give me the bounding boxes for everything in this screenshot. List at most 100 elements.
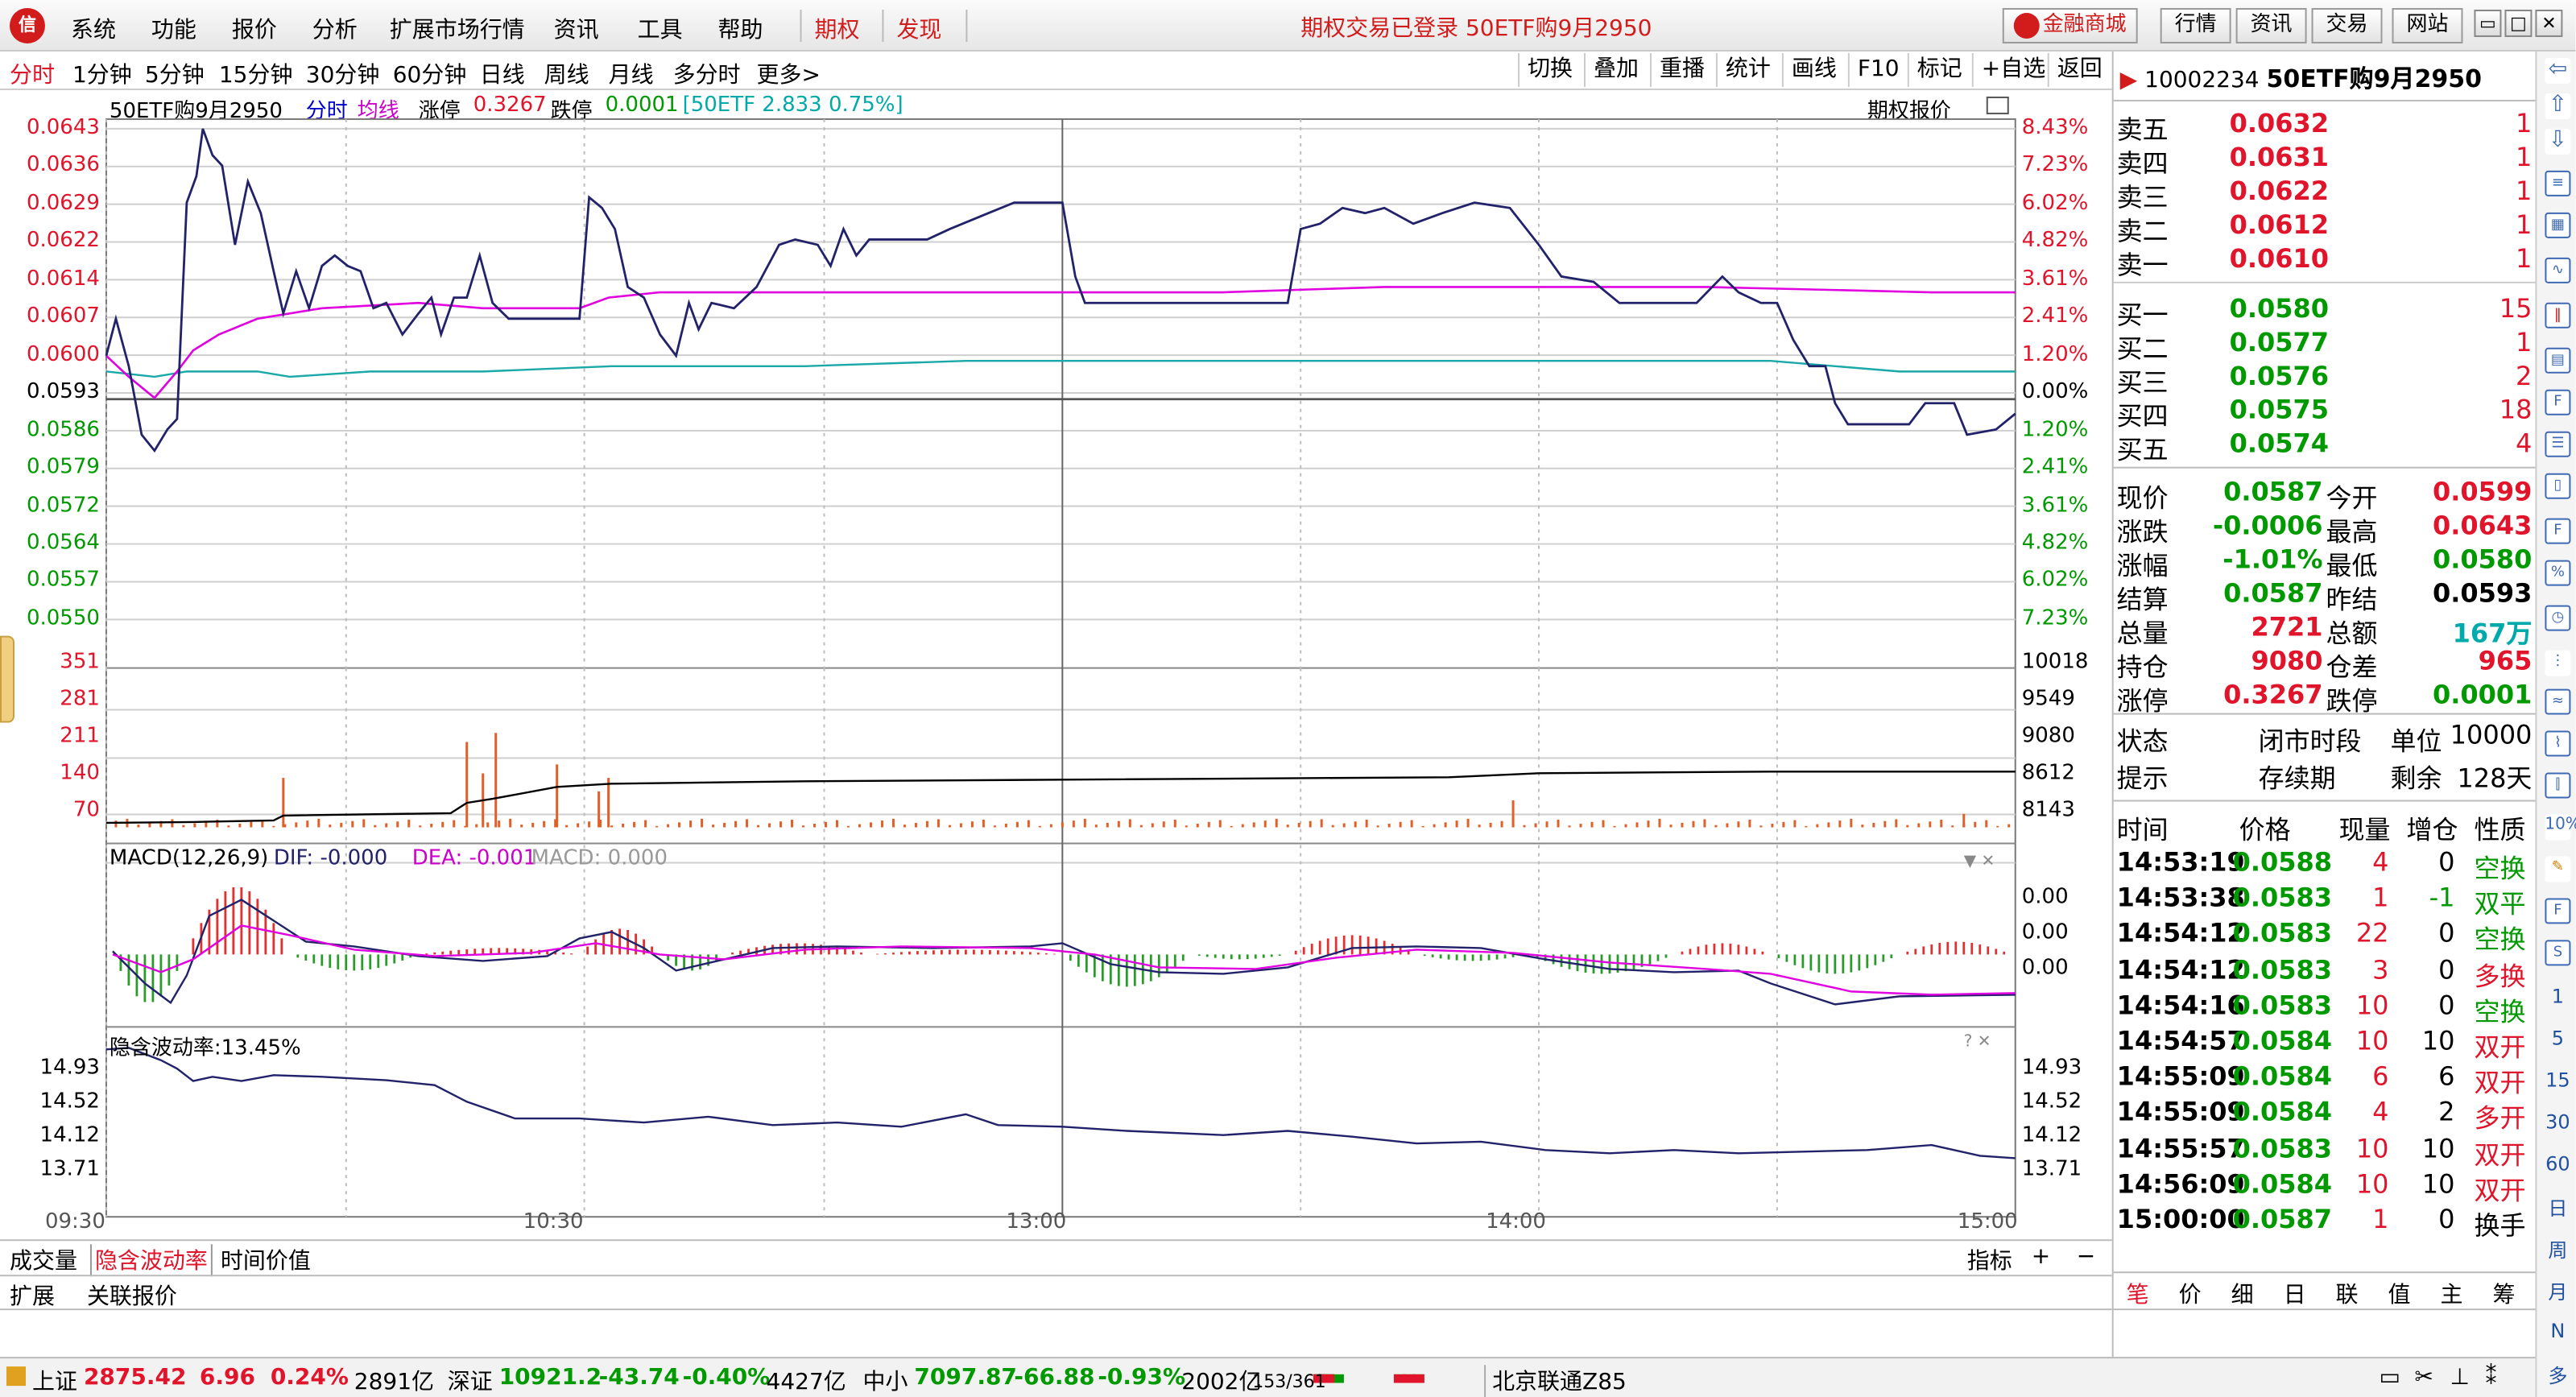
indicator-button[interactable]: 指标 xyxy=(1966,1249,2012,1275)
period-15min[interactable]: 15分钟 xyxy=(218,62,293,89)
period-intraday[interactable]: 分时 xyxy=(9,62,55,89)
wave-icon[interactable]: ≈ xyxy=(2545,688,2571,715)
trade-row[interactable]: 14:55:09 0.0584 4 2 多开 xyxy=(2116,1097,2526,1135)
side-period-n[interactable]: N xyxy=(2550,1320,2566,1343)
side-period-week[interactable]: 周 xyxy=(2548,1239,2568,1263)
quote-tab[interactable]: 细 xyxy=(2231,1283,2254,1309)
arrow-left-icon[interactable]: ⇦ xyxy=(2545,58,2571,84)
quote-tab[interactable]: 筹 xyxy=(2492,1283,2516,1309)
news-button[interactable]: 资讯 xyxy=(2235,7,2307,43)
order-row-buy-2[interactable]: 买二 0.0577 1 xyxy=(2116,326,2533,364)
server-name[interactable]: 北京联通Z85 xyxy=(1484,1365,1627,1397)
menu-help[interactable]: 帮助 xyxy=(717,17,763,43)
macd-collapse-icon[interactable]: ▼ ✕ xyxy=(1963,853,1995,871)
trade-row[interactable]: 14:54:16 0.0583 10 0 空换 xyxy=(2116,989,2526,1027)
chart-icon[interactable]: ⌇ xyxy=(2545,730,2571,757)
menu-news[interactable]: 资讯 xyxy=(553,17,599,43)
order-row-buy-3[interactable]: 买三 0.0576 2 xyxy=(2116,360,2533,398)
menu-tools[interactable]: 工具 xyxy=(637,17,683,43)
menu-discover[interactable]: 发现 xyxy=(896,17,942,43)
tool-draw[interactable]: 画线 xyxy=(1781,52,1845,87)
menu-function[interactable]: 功能 xyxy=(151,17,196,43)
stat-row[interactable]: 总量 2721 总额 167万 xyxy=(2116,611,2533,649)
period-monthly[interactable]: 月线 xyxy=(608,62,654,89)
percent-icon[interactable]: % xyxy=(2545,560,2571,586)
panel-toggle-icon[interactable] xyxy=(1986,96,2009,114)
zx-name[interactable]: 中小 xyxy=(862,1370,908,1396)
side-period-60[interactable]: 60 xyxy=(2545,1152,2570,1176)
quote-tab[interactable]: 日 xyxy=(2283,1283,2306,1309)
finance-mall-button[interactable]: 金融商城 xyxy=(2002,7,2138,43)
market-button[interactable]: 行情 xyxy=(2160,7,2231,43)
trade-row[interactable]: 14:54:12 0.0583 22 0 空换 xyxy=(2116,918,2526,956)
stock-icon[interactable]: S xyxy=(2545,940,2571,966)
tool-overlay[interactable]: 叠加 xyxy=(1584,52,1647,87)
period-weekly[interactable]: 周线 xyxy=(544,62,589,89)
table-icon[interactable]: ▤ xyxy=(2545,347,2571,374)
period-60min[interactable]: 60分钟 xyxy=(392,62,467,89)
close-icon[interactable]: ✕ xyxy=(2535,9,2563,37)
tab-extend[interactable]: 扩展 xyxy=(9,1284,55,1311)
website-button[interactable]: 网站 xyxy=(2392,7,2463,43)
order-row-sell-2[interactable]: 卖二 0.0612 1 xyxy=(2116,209,2533,246)
list-icon[interactable]: ☰ xyxy=(2545,431,2571,457)
trade-row[interactable]: 14:54:12 0.0583 3 0 多换 xyxy=(2116,953,2526,991)
order-row-buy-1[interactable]: 买一 0.0580 15 xyxy=(2116,292,2533,330)
order-row-buy-4[interactable]: 买四 0.0575 18 xyxy=(2116,394,2533,432)
trend-icon[interactable]: ∿ xyxy=(2545,257,2571,283)
side-period-day[interactable]: 日 xyxy=(2548,1197,2568,1221)
trade-row[interactable]: 14:53:38 0.0583 1 -1 双平 xyxy=(2116,882,2526,920)
trade-row[interactable]: 14:54:57 0.0584 10 10 双开 xyxy=(2116,1025,2526,1063)
side-period-30[interactable]: 30 xyxy=(2545,1110,2570,1134)
window-icon[interactable]: ▭ xyxy=(2379,1365,2400,1391)
arrow-down-icon[interactable]: ⇩ xyxy=(2545,129,2571,155)
dots-icon[interactable]: ⋮ xyxy=(2545,650,2571,676)
fund-icon[interactable]: F xyxy=(2545,389,2571,415)
sh-name[interactable]: 上证 xyxy=(31,1370,77,1396)
arrow-up-icon[interactable]: ⇧ xyxy=(2545,93,2571,119)
menu-analysis[interactable]: 分析 xyxy=(312,17,358,43)
menu-quote[interactable]: 报价 xyxy=(231,17,277,43)
trade-row[interactable]: 14:53:19 0.0588 4 0 空换 xyxy=(2116,846,2526,884)
tab-volume[interactable]: 成交量 xyxy=(9,1249,77,1275)
quote-tab[interactable]: 价 xyxy=(2178,1283,2202,1309)
trade-row[interactable]: 15:00:00 0.0587 1 0 换手 xyxy=(2116,1204,2526,1242)
stat-row[interactable]: 涨跌 -0.0006 最高 0.0643 xyxy=(2116,510,2533,548)
tool-icon[interactable]: ✂ xyxy=(2414,1365,2433,1391)
tab-time-value[interactable]: 时间价值 xyxy=(220,1249,311,1275)
trade-row[interactable]: 14:55:57 0.0583 10 10 双开 xyxy=(2116,1132,2526,1170)
quote-tab[interactable]: 笔 xyxy=(2126,1283,2149,1309)
side-period-multi[interactable]: 多 xyxy=(2548,1365,2568,1388)
stat-row[interactable]: 持仓 9080 仓差 965 xyxy=(2116,645,2533,683)
tool-add-watchlist[interactable]: +自选 xyxy=(1971,52,2053,87)
quote-tab[interactable]: 联 xyxy=(2335,1283,2359,1309)
trade-header-row[interactable]: 时间 价格 现量 增仓 性质 xyxy=(2116,814,2526,845)
tool-switch[interactable]: 切换 xyxy=(1518,52,1581,87)
tool-stats[interactable]: 统计 xyxy=(1715,52,1779,87)
minimize-icon[interactable]: ▭ xyxy=(2474,9,2502,37)
trade-row[interactable]: 14:55:09 0.0584 6 6 双开 xyxy=(2116,1060,2526,1098)
status-row[interactable]: 提示 存续期 剩余 128天 xyxy=(2116,763,2533,794)
tool-f10[interactable]: F10 xyxy=(1847,52,1908,87)
period-multi[interactable]: 多分时 xyxy=(672,62,741,89)
stat-row[interactable]: 现价 0.0587 今开 0.0599 xyxy=(2116,476,2533,514)
menu-extended-market[interactable]: 扩展市场行情 xyxy=(389,17,525,43)
stat-row[interactable]: 涨停 0.3267 跌停 0.0001 xyxy=(2116,679,2533,717)
lock-icon[interactable]: ⊥ xyxy=(2450,1365,2470,1391)
period-5min[interactable]: 5分钟 xyxy=(144,62,205,89)
side-period-month[interactable]: 月 xyxy=(2548,1281,2568,1304)
grid-icon[interactable]: ▦ xyxy=(2545,212,2571,238)
period-daily[interactable]: 日线 xyxy=(479,62,525,89)
doc-icon[interactable]: ▯ xyxy=(2545,473,2571,499)
tool-mark[interactable]: 标记 xyxy=(1907,52,1970,87)
stat-row[interactable]: 结算 0.0587 昨结 0.0593 xyxy=(2116,577,2533,615)
quote-tab[interactable]: 主 xyxy=(2440,1283,2463,1309)
status-row[interactable]: 状态 闭市时段 单位 10000 xyxy=(2116,719,2533,757)
menu-options[interactable]: 期权 xyxy=(814,17,860,43)
order-row-sell-4[interactable]: 卖四 0.0631 1 xyxy=(2116,141,2533,179)
side-period-15[interactable]: 15 xyxy=(2545,1068,2570,1092)
settings-icon[interactable]: ⁑ xyxy=(2485,1365,2497,1391)
order-row-sell-1[interactable]: 卖一 0.0610 1 xyxy=(2116,242,2533,280)
indicator-remove-button[interactable]: − xyxy=(2076,1244,2096,1271)
tab-implied-vol[interactable]: 隐含波动率 xyxy=(89,1244,213,1277)
